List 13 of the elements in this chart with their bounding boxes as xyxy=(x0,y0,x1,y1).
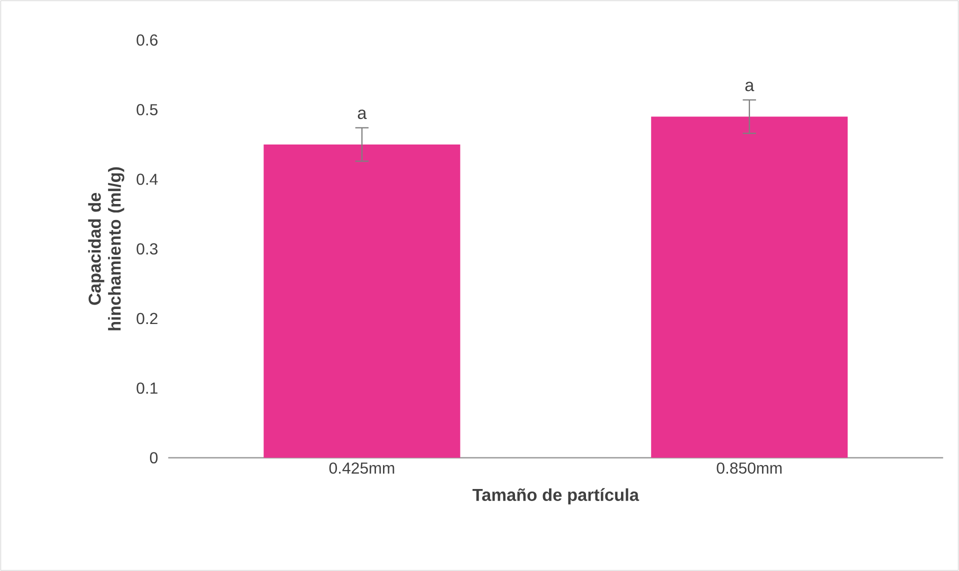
x-axis-title: Tamaño de partícula xyxy=(472,488,640,504)
annotation: a xyxy=(358,110,367,120)
x-tick-label: 0.850mm xyxy=(716,462,782,474)
x-tick-label: 0.425mm xyxy=(329,462,394,474)
y-axis-title: Capacidad de hinchamiento (ml/g) xyxy=(88,167,124,330)
y-tick-label: 0.5 xyxy=(136,104,158,116)
y-tick-label: 0.3 xyxy=(136,243,158,254)
y-tick-label: 0.4 xyxy=(136,174,158,185)
annotation: a xyxy=(745,82,754,92)
y-tick-label: 0.1 xyxy=(136,382,158,394)
y-tick-label: 0.2 xyxy=(136,312,158,324)
y-tick-label: 0.6 xyxy=(136,34,158,46)
y-tick-label: 0 xyxy=(150,452,158,464)
